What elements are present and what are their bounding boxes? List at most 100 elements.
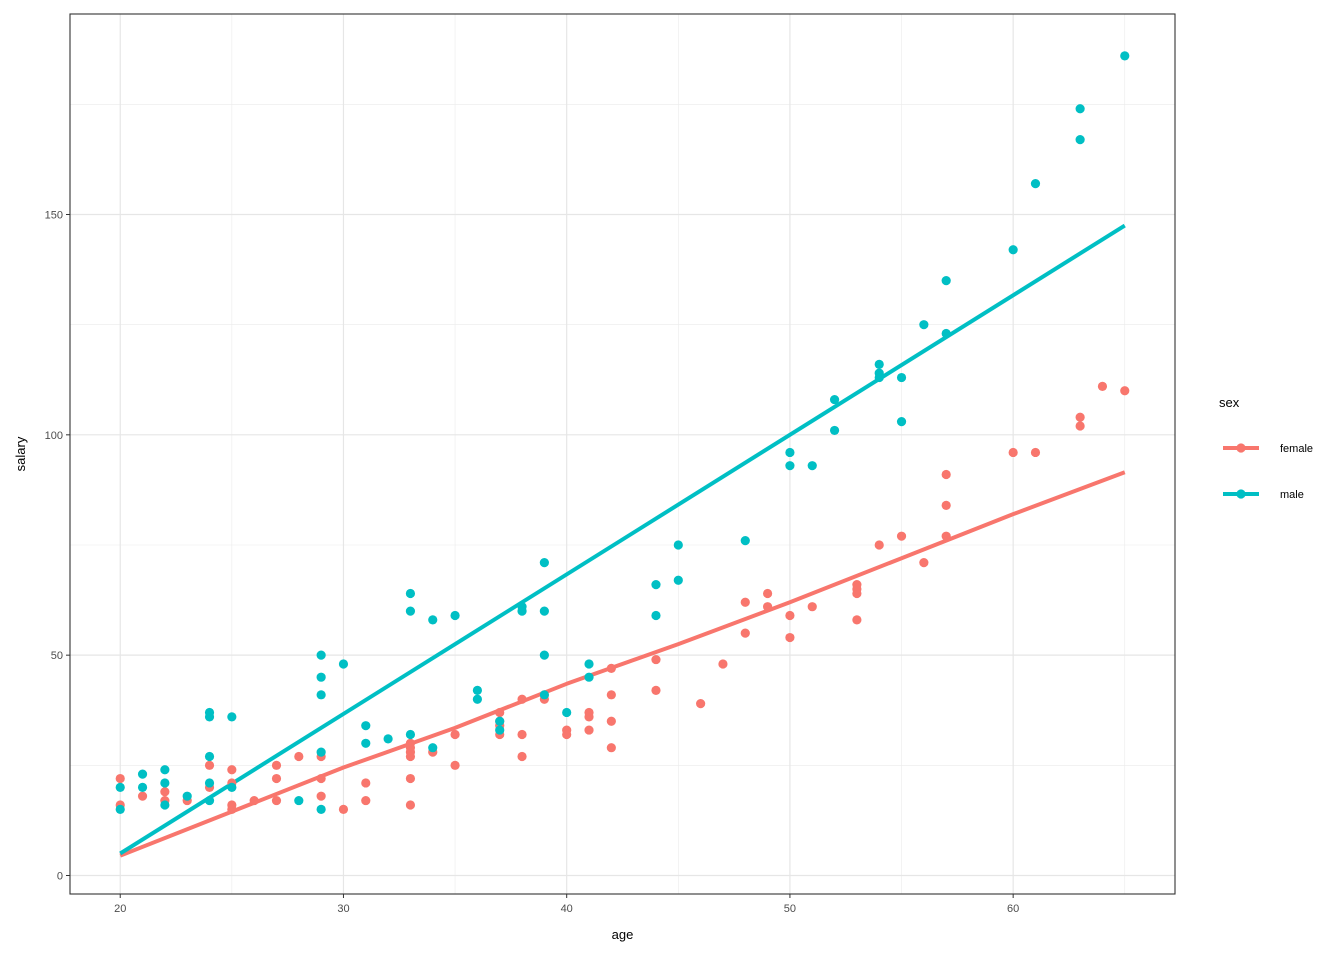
point-female — [517, 729, 527, 740]
point-female — [606, 690, 616, 700]
point-female — [852, 615, 862, 625]
point-male — [495, 716, 505, 726]
point-male — [517, 606, 527, 616]
point-female — [227, 765, 237, 775]
point-female — [361, 778, 371, 788]
point-female — [919, 558, 929, 568]
point-male — [405, 606, 416, 616]
trend-line-female — [119, 470, 1126, 858]
point-male — [673, 540, 683, 550]
point-female — [517, 751, 527, 762]
point-female — [584, 725, 594, 735]
point-female — [271, 795, 282, 806]
point-female — [137, 791, 148, 801]
legend-label-female: female — [1280, 443, 1313, 455]
point-male — [160, 800, 170, 810]
point-male — [405, 588, 416, 599]
point-male — [294, 795, 304, 806]
point-male — [562, 707, 572, 718]
point-female — [405, 800, 416, 810]
point-male — [941, 276, 951, 286]
point-female — [405, 773, 416, 784]
legend: sex female male — [1219, 395, 1313, 501]
y-tick-label: 100 — [45, 430, 63, 442]
point-male — [941, 328, 951, 339]
legend-label-male: male — [1280, 489, 1304, 501]
point-male — [919, 320, 929, 330]
legend-title: sex — [1219, 395, 1240, 410]
point-male — [316, 804, 326, 814]
point-male — [1030, 179, 1041, 189]
point-female — [941, 469, 951, 480]
point-male — [1075, 134, 1085, 145]
x-axis-title: age — [612, 927, 634, 942]
point-female — [495, 707, 505, 718]
point-male — [316, 690, 326, 700]
point-female — [718, 659, 728, 669]
point-male — [785, 461, 795, 471]
point-male — [584, 672, 594, 682]
point-male — [539, 690, 549, 700]
point-female — [1075, 412, 1085, 422]
point-female — [204, 760, 215, 770]
point-male — [383, 734, 393, 744]
point-male — [160, 778, 170, 788]
point-female — [696, 699, 706, 709]
point-female — [807, 602, 817, 612]
point-male — [316, 650, 326, 660]
point-female — [941, 531, 951, 541]
point-male — [204, 751, 215, 762]
point-male — [428, 743, 438, 753]
point-male — [584, 659, 594, 669]
point-female — [405, 751, 416, 762]
data-points — [115, 51, 1130, 814]
trend-line-male — [119, 223, 1126, 856]
point-female — [606, 743, 616, 753]
x-tick-label: 60 — [1007, 903, 1019, 915]
point-male — [316, 672, 326, 682]
point-male — [472, 694, 482, 704]
point-female — [896, 531, 907, 541]
point-female — [740, 597, 750, 607]
point-male — [204, 795, 215, 806]
point-female — [584, 712, 594, 722]
x-tick-label: 50 — [784, 903, 796, 915]
point-male — [1075, 104, 1085, 114]
point-female — [338, 804, 349, 814]
point-female — [1008, 447, 1018, 458]
point-female — [316, 791, 326, 801]
point-female — [1030, 447, 1041, 458]
point-female — [1075, 421, 1085, 431]
point-female — [1120, 386, 1130, 396]
plot-panel-border — [69, 13, 1176, 895]
point-male — [137, 782, 148, 792]
point-female — [271, 773, 282, 784]
point-male — [472, 685, 482, 696]
minor-gridlines — [70, 14, 1175, 894]
point-female — [271, 760, 282, 770]
y-tick-label: 150 — [45, 210, 63, 222]
point-female — [941, 500, 951, 510]
point-male — [539, 606, 549, 616]
point-male — [450, 610, 460, 621]
point-male — [361, 721, 371, 731]
point-male — [115, 804, 125, 814]
point-female — [763, 602, 773, 612]
point-male — [740, 535, 750, 546]
point-female — [450, 760, 460, 770]
x-axis: 20 30 40 50 60 — [114, 894, 1019, 915]
y-tick-label: 0 — [57, 870, 63, 882]
plot-panel-background — [70, 14, 1175, 894]
y-tick-label: 50 — [51, 650, 63, 662]
point-male — [182, 791, 192, 801]
point-female — [785, 632, 795, 643]
point-male — [160, 765, 170, 775]
x-tick-label: 40 — [561, 903, 573, 915]
point-male — [428, 615, 438, 625]
point-male — [539, 558, 549, 568]
point-female — [115, 773, 125, 784]
point-male — [1008, 245, 1018, 255]
point-female — [160, 787, 170, 797]
point-male — [651, 580, 661, 590]
